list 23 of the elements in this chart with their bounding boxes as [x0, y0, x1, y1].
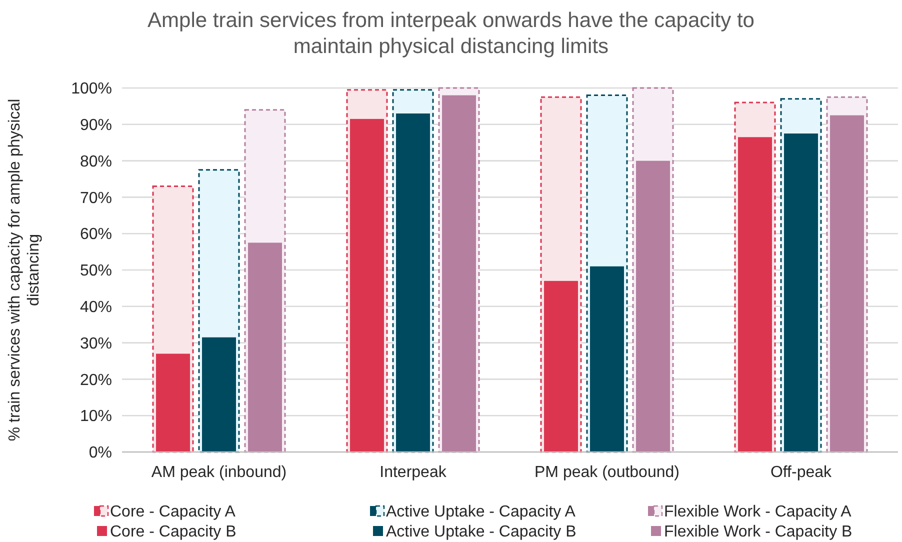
legend-label: Active Uptake - Capacity A — [386, 504, 576, 521]
y-tick-label: 50% — [80, 262, 112, 280]
y-tick-label: 80% — [80, 153, 112, 170]
y-tick-label: 40% — [80, 299, 112, 316]
y-tick-label: 70% — [80, 190, 112, 207]
y-tick-label: 90% — [80, 117, 112, 134]
y-tick-label: 10% — [80, 408, 112, 426]
legend-label: Active Uptake - Capacity B — [386, 524, 576, 541]
y-tick-label: 60% — [80, 226, 112, 244]
x-tick-label: PM peak (outbound) — [534, 464, 680, 481]
y-tick-label: 30% — [80, 335, 112, 352]
legend-label: Flexible Work - Capacity A — [664, 504, 852, 521]
legend-label: Core - Capacity A — [110, 504, 236, 521]
x-tick-label: Off-peak — [770, 464, 833, 481]
x-tick-label: AM peak (inbound) — [151, 464, 287, 481]
chart-title: Ample train services from interpeak onwards have the capacity to maintain physical distancing limits — [148, 9, 754, 58]
legend-label: Core - Capacity B — [110, 524, 236, 541]
x-tick-label: Interpeak — [380, 464, 448, 481]
y-tick-label: 20% — [80, 372, 112, 389]
y-tick-label: 100% — [71, 80, 112, 98]
y-tick-label: 0% — [88, 444, 112, 462]
y-axis-title: % train services with capacity for ample physical distancing — [6, 98, 42, 442]
legend-label: Flexible Work - Capacity B — [664, 524, 852, 541]
